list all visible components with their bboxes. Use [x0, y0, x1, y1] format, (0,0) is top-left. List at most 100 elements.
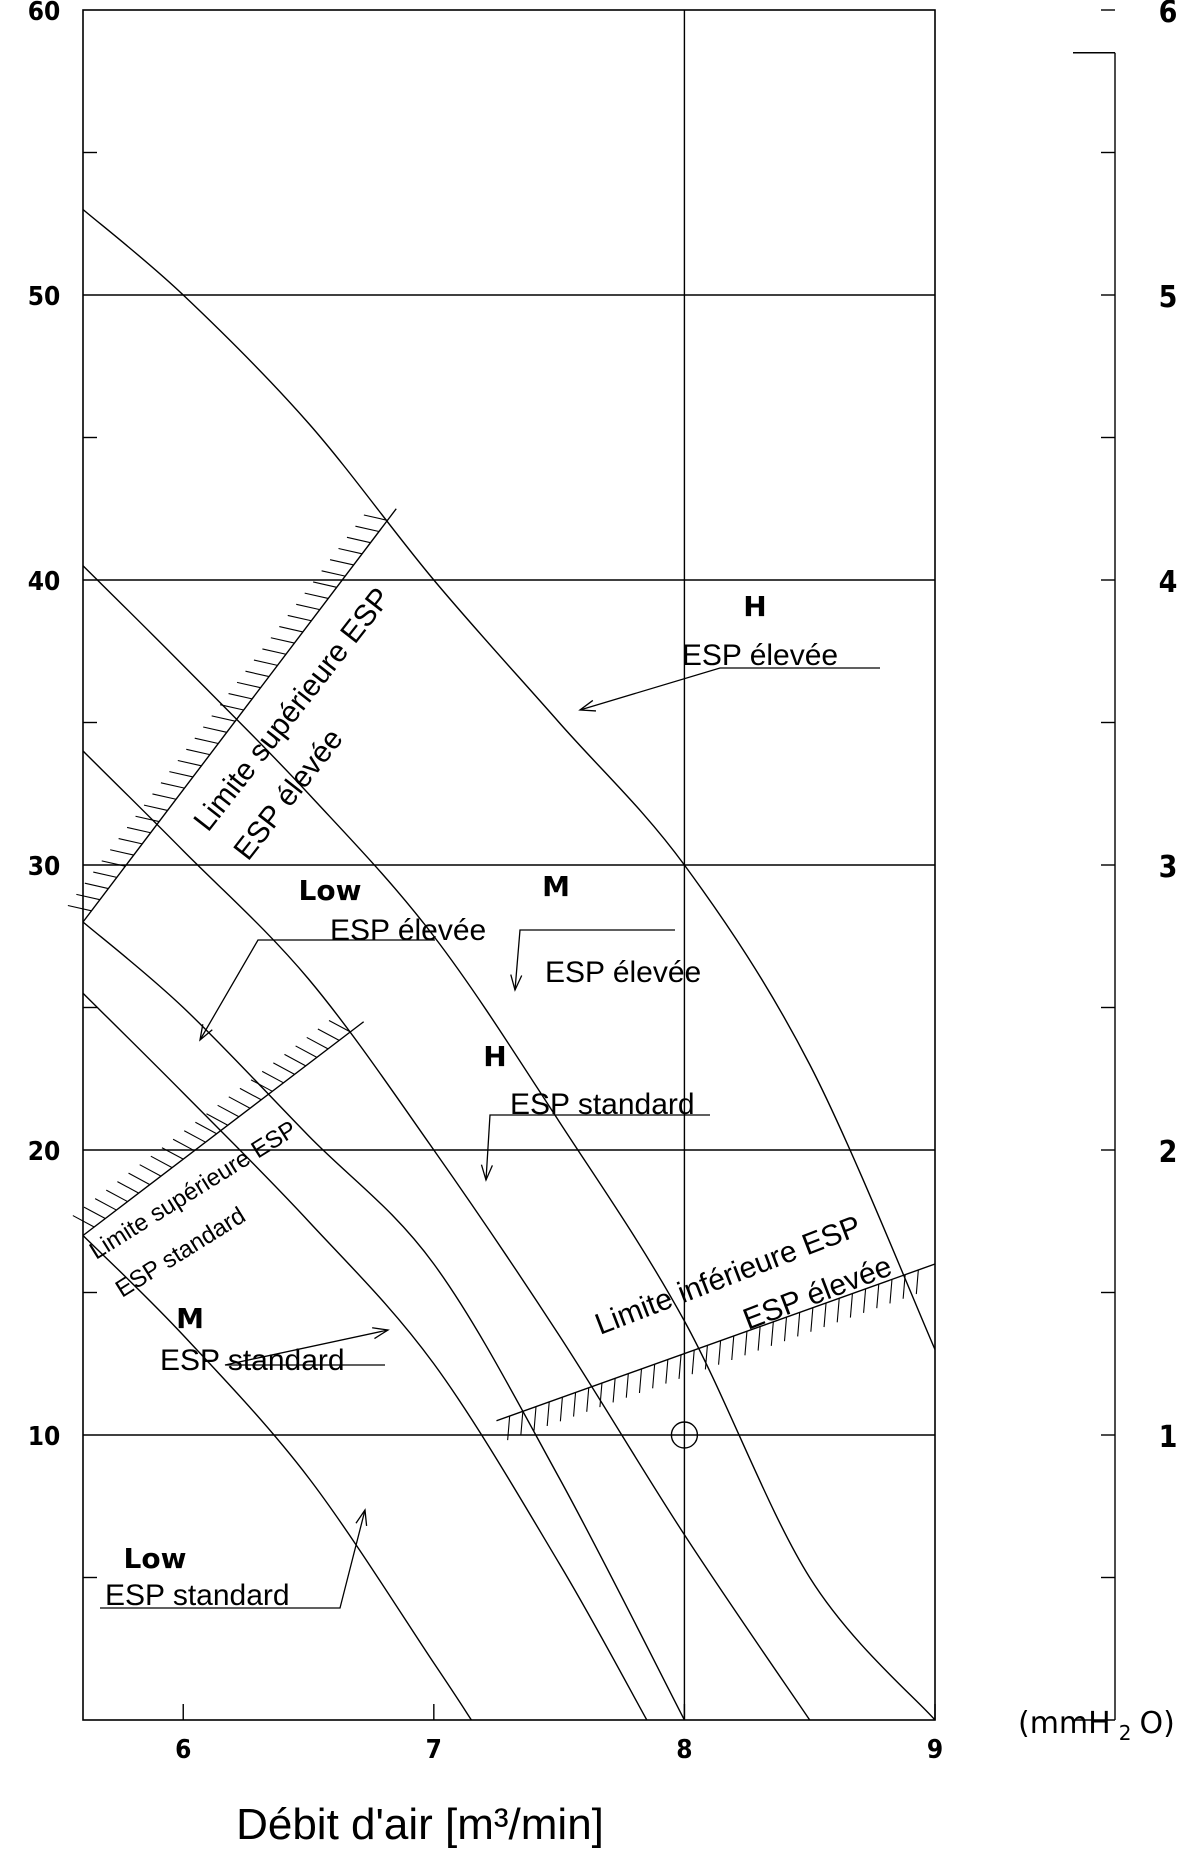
limit-lower-elevee-hatch [666, 1359, 668, 1383]
limit-upper-elevee-hatch [322, 571, 346, 576]
x-tick-label: 9 [927, 1735, 943, 1765]
limit-upper-elevee-hatch [254, 660, 278, 665]
annotation-head-2: Low [299, 874, 362, 907]
limit-upper-standard-hatch [240, 1088, 261, 1099]
limit-upper-elevee-hatch [339, 548, 363, 553]
curve-1 [83, 566, 935, 1720]
limit-upper-elevee-hatch [144, 805, 168, 810]
limit-upper-elevee-hatch [212, 716, 236, 721]
limit-lower-elevee-hatch [639, 1369, 641, 1393]
y-tick-label-right: 1 [1159, 1420, 1178, 1455]
limit-upper-standard-hatch [151, 1156, 172, 1167]
limit-lower-elevee-hatch [521, 1411, 523, 1435]
limit-upper-elevee-hatch [127, 827, 151, 832]
limit-lower-elevee-hatch [692, 1350, 694, 1374]
limit-upper-standard-hatch [84, 1207, 105, 1218]
annotation-head-3: H [483, 1040, 506, 1073]
limit-upper-standard-hatch [129, 1173, 150, 1184]
limit-upper-elevee-hatch [161, 783, 185, 788]
annotation-text-0: ESP élevée [682, 639, 838, 672]
unit-sub: 2 [1119, 1721, 1132, 1745]
leader-0 [580, 668, 880, 710]
y-tick-label-left: 40 [28, 567, 61, 597]
annotation-head-1: M [542, 870, 570, 903]
limit-lower-elevee-hatch [732, 1336, 734, 1360]
unit-pre: (mmH [1018, 1706, 1111, 1741]
annotation-head-4: M [176, 1302, 204, 1335]
limit-upper-elevee-hatch [152, 794, 176, 799]
y-tick-label-left: 60 [28, 0, 61, 27]
limit-upper-elevee-hatch [85, 883, 109, 888]
y-tick-label-left: 30 [28, 852, 61, 882]
limit-upper-elevee-hatch [355, 526, 379, 531]
y-tick-label-right: 2 [1159, 1135, 1178, 1170]
limit-upper-elevee-hatch [169, 772, 193, 777]
unit-post: O) [1139, 1706, 1174, 1741]
limit-upper-elevee [83, 509, 396, 922]
limit-upper-standard-hatch [273, 1063, 294, 1074]
limit-lower-elevee-hatch [534, 1407, 536, 1431]
limit-upper-standard-hatch [173, 1139, 194, 1150]
limit-upper-elevee-hatch [271, 638, 295, 643]
limit-upper-standard [83, 1022, 364, 1236]
limit-upper-standard-hatch [95, 1199, 116, 1210]
limit-upper-standard-hatch [117, 1182, 138, 1193]
limit-upper-elevee-hatch [262, 649, 286, 654]
limit-upper-elevee-hatch [178, 760, 202, 765]
limit-upper-elevee-hatch [347, 537, 371, 542]
limit-lower-elevee-hatch [508, 1416, 510, 1440]
axes: 1020304050606 7 8 9123456 [28, 0, 1178, 1765]
y-tick-label-left: 50 [28, 282, 61, 312]
arrowhead-2 [200, 1024, 212, 1040]
limit-upper-elevee-hatch [203, 727, 227, 732]
limit-upper-standard-hatch [262, 1071, 283, 1082]
limit-upper-standard-hatch [218, 1105, 239, 1116]
x-tick-label: 8 [676, 1735, 692, 1765]
limit-upper-standard-hatch [307, 1037, 328, 1048]
limit-upper-elevee-hatch [288, 615, 312, 620]
annotation-head-0: H [743, 590, 766, 623]
limit-lower-elevee-hatch [916, 1270, 918, 1294]
limit-lower-elevee-hatch [679, 1355, 681, 1379]
limit-upper-standard-hatch [140, 1165, 161, 1176]
right-axis-unit: (mmH 2 O) [1018, 1706, 1175, 1745]
limit-upper-elevee-hatch [110, 850, 134, 855]
limit-lower-elevee-hatch [626, 1374, 628, 1398]
annotation-text-5: ESP standard [105, 1579, 290, 1612]
limit-upper-elevee-hatch [296, 604, 320, 609]
limit-lower-elevee-hatch [560, 1397, 562, 1421]
x-tick-label: 6 [175, 1735, 191, 1765]
limit-upper-elevee-hatch [68, 906, 92, 911]
limit-upper-standard-hatch [106, 1190, 127, 1201]
limit-lower-elevee-hatch [547, 1402, 549, 1426]
annotation-head-5: Low [124, 1542, 187, 1575]
limit-upper-elevee-hatch [76, 894, 100, 899]
limit-upper-standard-hatch [329, 1020, 350, 1031]
y-tick-label-right: 5 [1159, 280, 1178, 315]
limit-upper-elevee-hatch [93, 872, 117, 877]
limit-upper-elevee-hatch [313, 582, 337, 587]
limit-lower-elevee-hatch [587, 1388, 589, 1412]
limit-upper-elevee-hatch [279, 627, 303, 632]
y-tick-label-right: 6 [1159, 0, 1178, 30]
limit-upper-standard-hatch [296, 1046, 317, 1057]
limit-upper-elevee-hatch [330, 560, 354, 565]
limit-upper-elevee-hatch [195, 738, 219, 743]
annotation-text-3: ESP standard [510, 1088, 695, 1121]
y-tick-label-left: 20 [28, 1137, 61, 1167]
limit-lower-elevee-hatch [613, 1378, 615, 1402]
limit-upper-elevee-hatch [119, 839, 143, 844]
limit-upper-elevee-hatch [136, 816, 160, 821]
annotation-text-2: ESP élevée [330, 914, 486, 947]
limit-upper-elevee-hatch [237, 682, 261, 687]
limit-upper-elevee-hatch [229, 694, 253, 699]
y-tick-label-right: 3 [1159, 850, 1178, 885]
limit-upper-standard-hatch [251, 1080, 272, 1091]
x-tick-label: 7 [426, 1735, 442, 1765]
limit-upper-standard-hatch [229, 1097, 250, 1108]
annotation-text-4: ESP standard [160, 1344, 345, 1377]
limit-lower-elevee-hatch [745, 1331, 747, 1355]
y-tick-label-right: 4 [1159, 565, 1178, 600]
